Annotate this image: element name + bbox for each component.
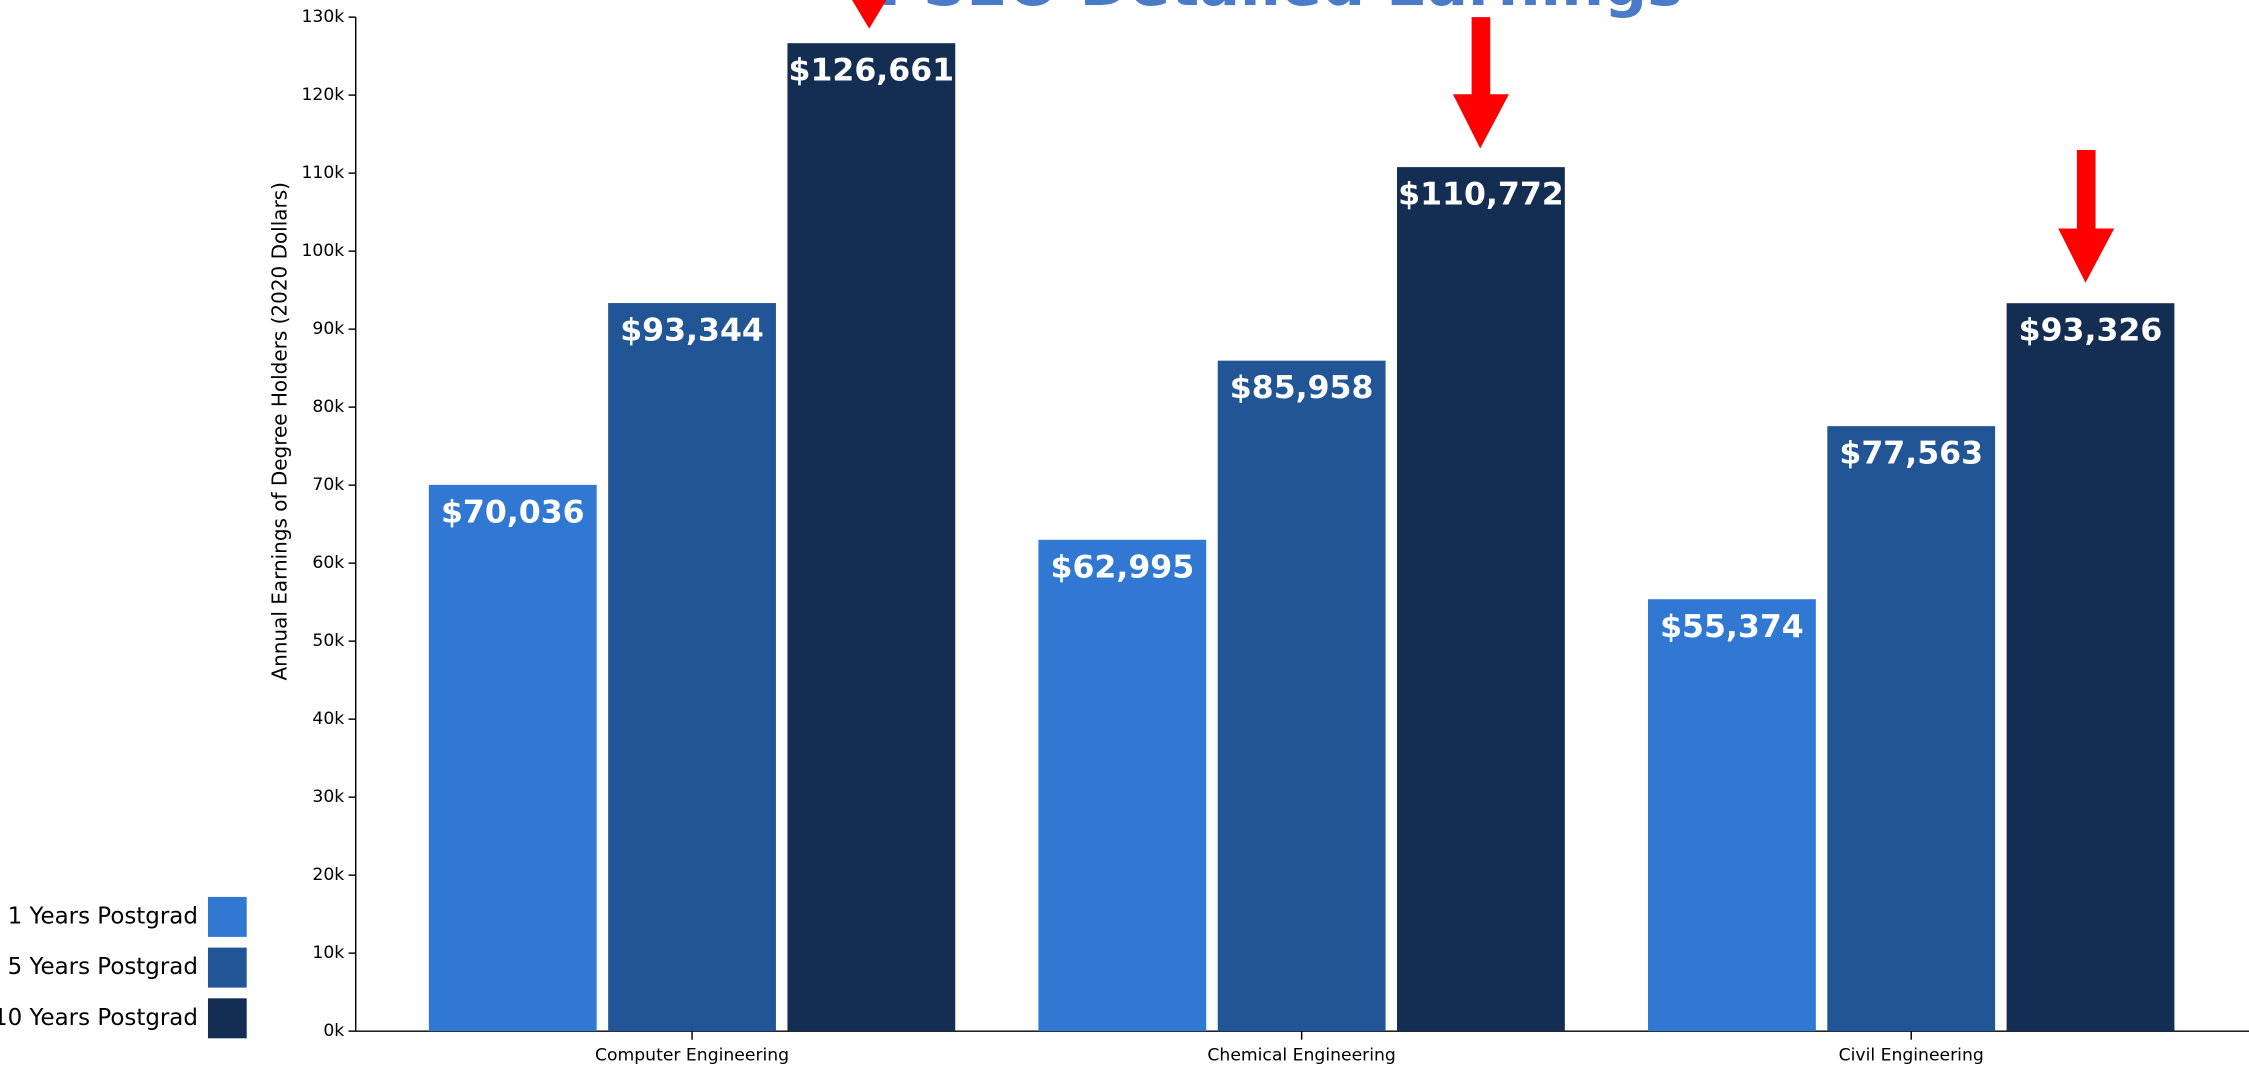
y-axis-label: Annual Earnings of Degree Holders (2020 … (268, 182, 292, 680)
bar (428, 484, 597, 1032)
legend-label: 1 Years Postgrad (8, 903, 198, 929)
legend-label: 5 Years Postgrad (8, 954, 198, 980)
value-label: $85,958 (1230, 370, 1374, 406)
y-tick-label: 80k (312, 397, 344, 417)
arrow (2058, 149, 2115, 283)
value-label: $93,326 (2019, 313, 2163, 349)
y-tick-label: 40k (312, 709, 344, 729)
x-tick-label: Civil Engineering (1839, 1045, 1984, 1065)
y-tick-label: 30k (312, 787, 344, 807)
x-tick-label: Chemical Engineering (1207, 1045, 1395, 1065)
value-label: $70,036 (441, 494, 585, 530)
bar (1648, 599, 1816, 1032)
y-tick-label: 100k (301, 241, 344, 261)
arrow (1452, 17, 1509, 149)
bar (1827, 426, 1996, 1032)
legend-swatch (207, 998, 247, 1039)
value-label: $110,772 (1398, 177, 1564, 213)
legend-label: 10 Years Postgrad (0, 1005, 198, 1031)
bar (608, 303, 776, 1032)
value-label: $77,563 (1839, 436, 1983, 472)
y-tick-label: 90k (312, 319, 344, 339)
bar (1397, 167, 1565, 1032)
y-tick-label: 20k (312, 865, 344, 885)
x-tick-label: Computer Engineering (595, 1045, 789, 1065)
arrows (851, 0, 2115, 283)
y-tick-label: 60k (312, 553, 344, 573)
y-tick-label: 120k (301, 85, 344, 105)
y-tick-label: 0k (323, 1021, 344, 1041)
bar (1217, 360, 1386, 1032)
bar (787, 43, 956, 1032)
y-tick-label: 10k (312, 943, 344, 963)
value-label: $93,344 (620, 313, 764, 349)
value-label: $55,374 (1660, 609, 1804, 645)
value-label: $126,661 (789, 53, 955, 89)
y-tick-label: 110k (301, 163, 344, 183)
arrow (851, 0, 887, 29)
legend-swatch (207, 947, 247, 988)
legend-swatch (207, 896, 247, 937)
y-tick-label: 70k (312, 475, 344, 495)
y-tick-label: 130k (301, 7, 344, 27)
chart-title: PSEO Detailed Earnings (879, 0, 1683, 20)
value-label: $62,995 (1051, 549, 1195, 585)
bar (1038, 539, 1207, 1032)
bar (2006, 303, 2175, 1032)
y-tick-label: 50k (312, 631, 344, 651)
